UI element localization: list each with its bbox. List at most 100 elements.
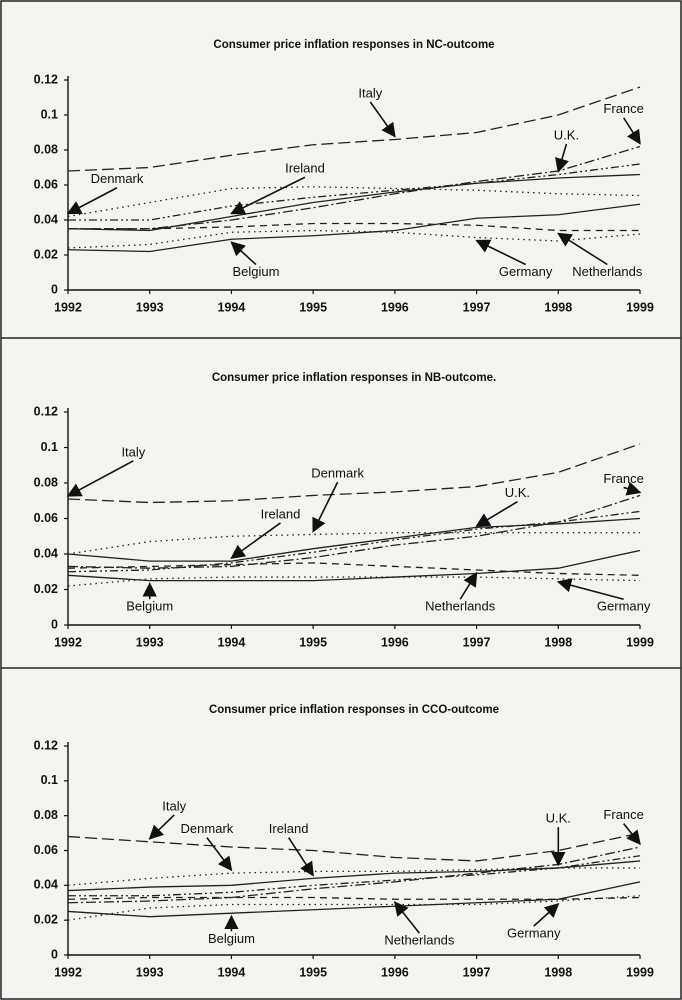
series-label: Netherlands [425, 599, 496, 614]
series-label: France [603, 807, 643, 822]
series-label: Denmark [181, 821, 234, 836]
x-tick-label: 1992 [54, 965, 82, 979]
annotation-arrow [556, 578, 624, 601]
annotation-arrow [66, 460, 134, 497]
y-tick-label: 0.06 [34, 177, 58, 191]
x-tick-label: 1995 [299, 300, 327, 314]
annotation-arrow [230, 176, 306, 215]
series-label: Italy [121, 444, 145, 459]
y-tick-label: 0.08 [34, 475, 58, 489]
series-label: France [603, 101, 643, 116]
series-line [67, 881, 641, 918]
x-tick-label: 1998 [544, 300, 572, 314]
x-tick-label: 1999 [626, 635, 654, 649]
series-line [67, 867, 640, 886]
annotation-arrow [555, 143, 569, 173]
y-tick-label: 0.1 [41, 107, 58, 121]
annotation-arrow [475, 239, 526, 266]
series-label: U.K. [505, 485, 530, 500]
x-tick-label: 1992 [54, 635, 82, 649]
annotation-arrow [623, 823, 641, 846]
y-tick-label: 0.02 [34, 912, 58, 926]
series-line [67, 510, 641, 573]
y-tick-label: 0.08 [34, 142, 58, 156]
annotation-arrow [369, 101, 396, 138]
x-tick-label: 1999 [626, 965, 654, 979]
series-line [67, 576, 641, 587]
x-tick-label: 1995 [299, 965, 327, 979]
y-tick-label: 0.1 [41, 440, 58, 454]
series-label: Ireland [261, 506, 301, 521]
series-line [67, 86, 641, 172]
series-label: France [603, 471, 643, 486]
x-tick-label: 1994 [218, 965, 246, 979]
series-line [67, 846, 641, 904]
y-tick-label: 0.02 [34, 247, 58, 261]
series-label: Germany [507, 926, 561, 941]
x-tick-label: 1993 [136, 300, 164, 314]
series-label: Denmark [311, 466, 364, 481]
annotation-arrow [533, 903, 560, 927]
series-label: Belgium [208, 931, 255, 946]
x-tick-label: 1994 [218, 300, 246, 314]
x-tick-label: 1996 [381, 965, 409, 979]
series-label: Italy [162, 798, 186, 813]
series-line [68, 163, 641, 221]
series-line [67, 517, 641, 562]
series-label: Belgium [232, 264, 279, 279]
y-tick-label: 0 [51, 947, 58, 961]
x-tick-label: 1994 [218, 635, 246, 649]
chart-title: Consumer price inflation responses in CC… [209, 704, 499, 716]
x-tick-label: 1998 [544, 965, 572, 979]
annotation-arrow [148, 814, 175, 840]
annotation-arrow [66, 187, 118, 215]
x-tick-label: 1998 [544, 635, 572, 649]
y-tick-label: 0.06 [34, 843, 58, 857]
series-line [67, 549, 641, 582]
series-label: Italy [358, 85, 382, 100]
annotation-arrow [393, 901, 420, 934]
annotation-arrow [623, 481, 642, 496]
annotation-arrow [206, 837, 233, 872]
series-label: Netherlands [572, 264, 643, 279]
x-tick-label: 1999 [626, 300, 654, 314]
series-label: Ireland [285, 161, 325, 176]
series-label: U.K. [554, 127, 579, 142]
series-line [67, 832, 641, 862]
series-label: Germany [499, 264, 553, 279]
y-tick-label: 0.1 [41, 773, 58, 787]
annotation-arrow [230, 241, 257, 266]
y-tick-label: 0.04 [34, 546, 58, 560]
chart-title: Consumer price inflation responses in NB… [212, 372, 496, 384]
chart-title: Consumer price inflation responses in NC… [213, 39, 494, 51]
series-label: Denmark [91, 171, 144, 186]
series-line [67, 895, 641, 921]
series-label: Belgium [126, 599, 173, 614]
x-tick-label: 1996 [381, 300, 409, 314]
x-tick-label: 1996 [381, 635, 409, 649]
y-tick-label: 0.12 [34, 404, 58, 418]
series-line [67, 173, 641, 232]
series-label: Netherlands [384, 933, 455, 948]
y-tick-label: 0 [51, 617, 58, 631]
annotation-arrow [475, 500, 518, 527]
y-tick-label: 0 [51, 282, 58, 296]
x-tick-label: 1997 [463, 635, 491, 649]
annotation-arrow [312, 481, 339, 533]
annotation-arrow [622, 117, 641, 145]
series-line [67, 532, 640, 555]
series-line [67, 203, 641, 253]
x-tick-label: 1993 [136, 965, 164, 979]
annotation-arrow [557, 232, 608, 266]
series-line [67, 229, 641, 249]
series-label: Ireland [269, 821, 309, 836]
y-tick-label: 0.02 [34, 582, 58, 596]
series-label: Germany [597, 599, 651, 614]
annotation-arrow [459, 571, 478, 600]
x-tick-label: 1997 [463, 300, 491, 314]
y-tick-label: 0.12 [34, 738, 58, 752]
series-line [67, 494, 641, 569]
y-tick-label: 0.04 [34, 212, 58, 226]
series-line [67, 443, 641, 504]
